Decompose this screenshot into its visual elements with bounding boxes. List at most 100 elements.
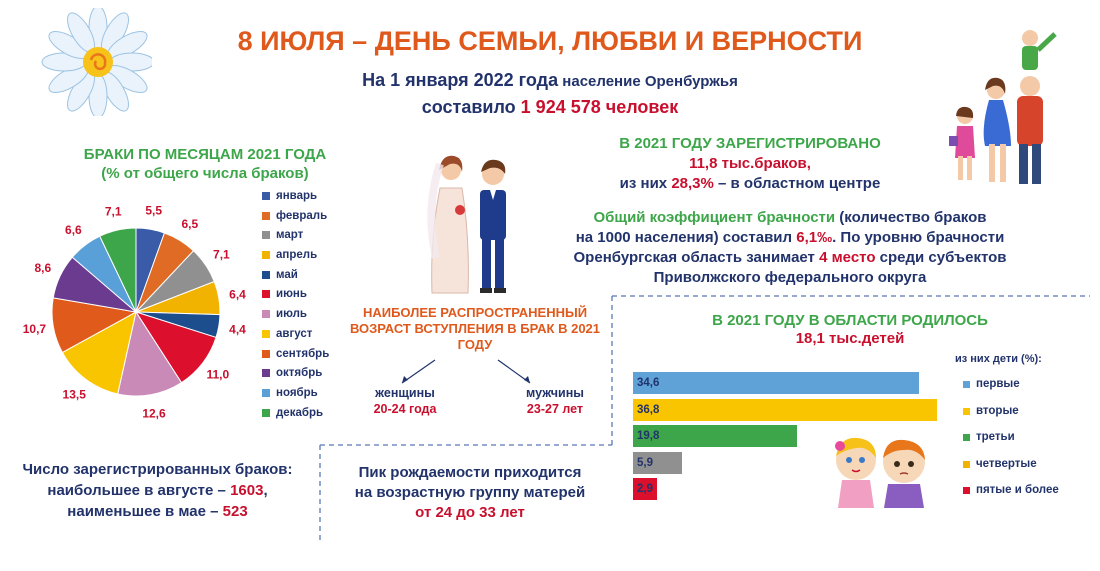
- coef-text: на 1000 населения) составил: [575, 229, 797, 246]
- birth-peak-line-1: Пик рождаемости приходится: [358, 464, 582, 481]
- pie-legend-item-6: июнь: [262, 287, 329, 307]
- bar-legend-item-5: пятые и более: [963, 484, 1059, 496]
- pie-legend-label: январь: [276, 190, 318, 202]
- pie-legend-item-11: ноябрь: [262, 386, 329, 406]
- population-date: На 1 января 2022 года: [362, 70, 559, 90]
- registration-count: 11,8 тыс.браков,: [689, 155, 811, 172]
- bar-2: [633, 398, 937, 421]
- pie-legend-swatch: [262, 290, 270, 299]
- pie-value-label-11: 6,6: [65, 223, 82, 237]
- bar-value-label-2: 36,8: [637, 403, 660, 416]
- pie-legend-swatch: [262, 192, 270, 200]
- pie-legend-swatch: [262, 349, 270, 358]
- pie-legend-label: август: [276, 327, 313, 340]
- pie-legend-label: март: [276, 229, 304, 242]
- bar-4: [633, 451, 682, 474]
- bar-3: [633, 425, 797, 447]
- pie-legend: январь февраль март апрель май июнь июль август…: [262, 189, 329, 425]
- bar-legend-item-1: первые: [963, 378, 1020, 390]
- bar-legend-label: четвертые: [976, 457, 1037, 470]
- women-value: 20-24 года: [373, 402, 437, 416]
- bar-legend-swatch: [963, 434, 970, 441]
- men-age: мужчины 23-27 лет: [500, 385, 610, 417]
- pie-value-label-7: 12,6: [142, 406, 166, 420]
- bar-legend-swatch: [963, 407, 970, 415]
- coef-rank: 4 место: [819, 249, 876, 266]
- pie-legend-label: апрель: [276, 249, 318, 262]
- pie-legend-swatch: [262, 251, 270, 260]
- pie-legend-item-5: май: [262, 268, 329, 288]
- pie-legend-label: сентябрь: [276, 347, 330, 360]
- pie-legend-label: июнь: [276, 288, 307, 301]
- coef-text-2: . По уровню брачности: [832, 229, 1005, 246]
- pie-slice-7: [117, 310, 183, 397]
- men-label: мужчины: [526, 386, 584, 400]
- pie-value-label-9: 10,7: [23, 322, 47, 336]
- pie-legend-swatch: [262, 211, 270, 220]
- marriages-stats: Число зарегистрированных браков: наиболь…: [5, 459, 310, 522]
- bar-legend-label: первые: [976, 378, 1020, 390]
- share-prefix: из них: [619, 175, 672, 192]
- coef-line-1: Общий коэффициент брачности (количество …: [500, 208, 1080, 228]
- bar-legend-label: вторые: [976, 404, 1019, 417]
- pie-legend-label: июль: [276, 308, 307, 321]
- max-suffix: ,: [263, 482, 268, 499]
- pie-value-label-3: 7,1: [213, 247, 230, 261]
- pie-value-label-6: 11,0: [206, 368, 229, 382]
- pie-legend-item-7: июль: [262, 307, 329, 327]
- bar-legend-swatch: [963, 381, 970, 388]
- coef-line-4: Приволжского федерального округа: [653, 269, 927, 286]
- pie-value-label-10: 8,6: [34, 261, 51, 275]
- wedding-couple-icon: [427, 155, 506, 294]
- population-region: население Оренбуржья: [558, 73, 738, 90]
- coef-line-3: Оренбургская область занимает 4 место ср…: [500, 248, 1080, 268]
- pie-value-label-1: 5,5: [145, 204, 162, 218]
- pie-legend-item-10: октябрь: [262, 366, 329, 386]
- pie-legend-label: май: [276, 268, 298, 281]
- marriage-age-title: НАИБОЛЕЕ РАСПРОСТРАНЕННЫЙ ВОЗРАСТ ВСТУПЛ…: [349, 305, 601, 352]
- pie-value-label-5: 4,4: [229, 322, 246, 336]
- bar-legend-swatch: [963, 487, 970, 494]
- births-count: 18,1 тыс.детей: [795, 330, 905, 347]
- pie-legend-item-4: апрель: [262, 248, 329, 268]
- coef-region: Оренбургская область занимает: [573, 249, 820, 266]
- pie-legend-item-8: август: [262, 327, 329, 347]
- bar-legend-item-4: четвертые: [963, 458, 1037, 470]
- pie-legend-swatch: [262, 388, 270, 397]
- coef-def: (количество браков: [835, 209, 987, 226]
- bar-value-label-1: 34,6: [637, 377, 660, 389]
- pie-legend-swatch: [262, 231, 270, 240]
- pie-value-label-12: 7,1: [105, 205, 122, 219]
- pie-legend-item-3: март: [262, 228, 329, 248]
- births-title: В 2021 ГОДУ В ОБЛАСТИ РОДИЛОСЬ: [712, 312, 988, 329]
- pie-title-main: БРАКИ ПО МЕСЯЦАМ 2021 ГОДА: [83, 146, 327, 163]
- pie-legend-label: октябрь: [276, 367, 323, 380]
- page-title: 8 ИЮЛЯ – ДЕНЬ СЕМЬИ, ЛЮБВИ И ВЕРНОСТИ: [237, 26, 863, 56]
- registration-share: из них 28,3% – в областном центре: [560, 175, 940, 192]
- women-label: женщины: [375, 386, 435, 400]
- coef-text-3: среди субъектов: [875, 249, 1007, 266]
- men-value: 23-27 лет: [526, 402, 584, 416]
- population-line-2: составило 1 924 578 человек: [250, 97, 850, 118]
- min-label: наименьшее в мае –: [67, 503, 223, 520]
- bar-value-label-5: 2,9: [637, 483, 653, 495]
- arrows-icon: [401, 359, 531, 384]
- pie-legend-item-2: февраль: [262, 209, 329, 229]
- bar-legend-swatch: [963, 460, 970, 468]
- pie-legend-swatch: [262, 270, 270, 279]
- marriages-stats-title: Число зарегистрированных браков:: [22, 461, 293, 478]
- birth-peak-value: от 24 до 33 лет: [415, 504, 525, 521]
- population-prefix: составило: [421, 97, 521, 117]
- marriages-min: наименьшее в мае – 523: [5, 501, 310, 522]
- pie-legend-swatch: [262, 310, 270, 319]
- bar-value-label-4: 5,9: [637, 456, 653, 469]
- birth-peak: Пик рождаемости приходится на возрастную…: [320, 463, 620, 523]
- coef-value: 6,1‰: [796, 229, 833, 246]
- marriages-max: наибольшее в августе – 1603,: [5, 480, 310, 501]
- women-age: женщины 20-24 года: [350, 385, 460, 417]
- population-value: 1 924 578 человек: [520, 97, 679, 117]
- pie-legend-swatch: [262, 329, 270, 338]
- pie-legend-swatch: [262, 369, 270, 378]
- pie-legend-label: февраль: [276, 209, 328, 222]
